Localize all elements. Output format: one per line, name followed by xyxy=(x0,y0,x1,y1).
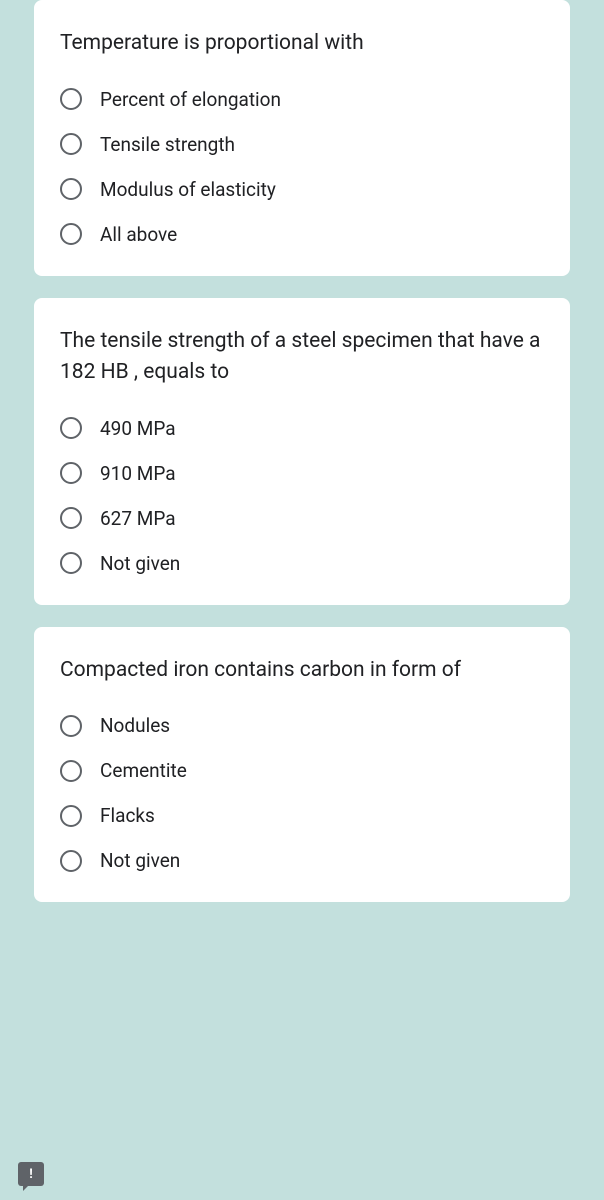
radio-icon xyxy=(60,507,82,529)
option-label: 627 MPa xyxy=(100,507,176,530)
option-label: 490 MPa xyxy=(100,417,176,440)
option-label: Modulus of elasticity xyxy=(100,178,276,201)
question-card: The tensile strength of a steel specimen… xyxy=(34,298,570,605)
option-row[interactable]: All above xyxy=(60,223,544,246)
option-label: Cementite xyxy=(100,759,187,782)
radio-icon xyxy=(60,760,82,782)
radio-icon xyxy=(60,223,82,245)
option-row[interactable]: Not given xyxy=(60,552,544,575)
question-card: Temperature is proportional with Percent… xyxy=(34,0,570,276)
option-label: All above xyxy=(100,223,177,246)
option-label: Not given xyxy=(100,552,180,575)
radio-icon xyxy=(60,88,82,110)
option-row[interactable]: 627 MPa xyxy=(60,507,544,530)
option-label: 910 MPa xyxy=(100,462,176,485)
radio-icon xyxy=(60,462,82,484)
alert-icon: ! xyxy=(29,1168,33,1181)
radio-icon xyxy=(60,178,82,200)
option-row[interactable]: Cementite xyxy=(60,759,544,782)
radio-icon xyxy=(60,715,82,737)
feedback-button[interactable]: ! xyxy=(18,1162,44,1186)
question-card: Compacted iron contains carbon in form o… xyxy=(34,627,570,903)
option-row[interactable]: Percent of elongation xyxy=(60,88,544,111)
option-row[interactable]: Modulus of elasticity xyxy=(60,178,544,201)
option-row[interactable]: 490 MPa xyxy=(60,417,544,440)
option-label: Flacks xyxy=(100,804,155,827)
option-label: Not given xyxy=(100,849,180,872)
radio-icon xyxy=(60,417,82,439)
radio-icon xyxy=(60,805,82,827)
option-row[interactable]: 910 MPa xyxy=(60,462,544,485)
option-label: Nodules xyxy=(100,714,170,737)
option-row[interactable]: Nodules xyxy=(60,714,544,737)
option-row[interactable]: Tensile strength xyxy=(60,133,544,156)
option-row[interactable]: Not given xyxy=(60,849,544,872)
option-label: Percent of elongation xyxy=(100,88,281,111)
radio-icon xyxy=(60,850,82,872)
radio-icon xyxy=(60,133,82,155)
option-label: Tensile strength xyxy=(100,133,235,156)
question-text: Compacted iron contains carbon in form o… xyxy=(60,655,544,687)
option-row[interactable]: Flacks xyxy=(60,804,544,827)
question-text: The tensile strength of a steel specimen… xyxy=(60,326,544,389)
question-text: Temperature is proportional with xyxy=(60,28,544,60)
radio-icon xyxy=(60,552,82,574)
